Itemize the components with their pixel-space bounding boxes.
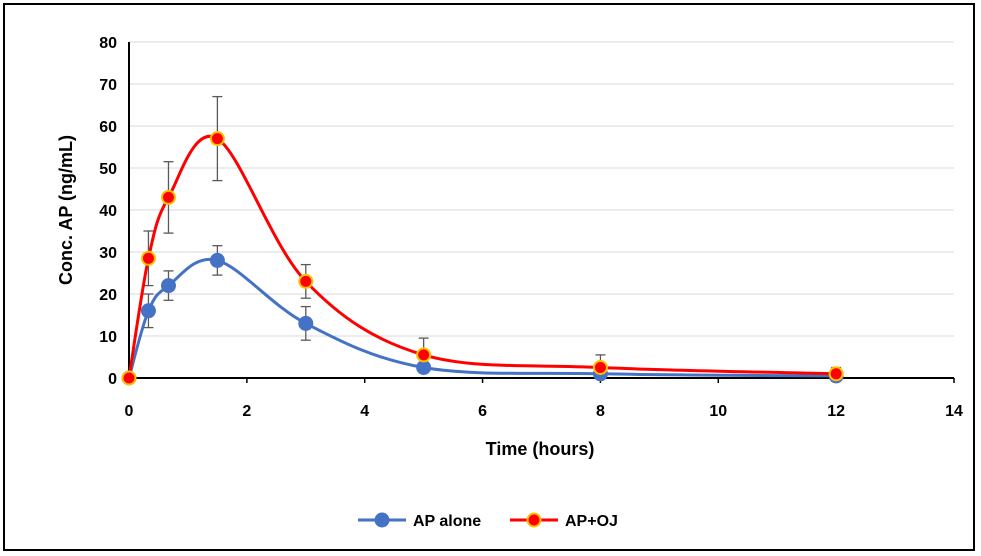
y-tick-label: 20 (99, 287, 117, 304)
y-tick-label: 30 (99, 245, 117, 262)
x-tick-label: 12 (827, 403, 845, 420)
y-tick-label: 50 (99, 161, 117, 178)
y-axis-title: Conc. AP (ng/mL) (56, 135, 76, 285)
data-point (592, 360, 608, 375)
x-tick-label: 6 (478, 403, 487, 420)
chart-frame (3, 3, 975, 551)
y-tick-label: 0 (108, 371, 117, 388)
series-lines (127, 134, 837, 379)
x-tick-label: 2 (242, 403, 251, 420)
gridlines (129, 41, 954, 337)
data-point (140, 250, 156, 266)
data-point (160, 189, 176, 205)
data-point (416, 347, 432, 363)
series-line-ap-oj (127, 134, 837, 379)
x-tick-label: 4 (360, 403, 369, 420)
data-point (209, 131, 225, 147)
legend-label: AP+OJ (565, 513, 618, 530)
data-point (298, 273, 314, 289)
legend-marker (374, 512, 390, 528)
y-tick-label: 80 (99, 35, 117, 52)
tick-labels: 0 10 20 30 40 50 60 70 80 0 2 4 6 8 10 12 14 (99, 35, 963, 420)
series-line-ap-alone (127, 257, 837, 379)
x-tick-label: 0 (125, 403, 134, 420)
x-tick-label: 10 (709, 403, 727, 420)
legend-label: AP alone (413, 513, 481, 530)
y-tick-label: 70 (99, 77, 117, 94)
x-tick-label: 8 (596, 403, 605, 420)
data-point (121, 370, 137, 386)
y-tick-label: 10 (99, 329, 117, 346)
data-point (416, 360, 432, 375)
axes (128, 42, 955, 383)
legend-marker (526, 512, 542, 528)
y-tick-label: 60 (99, 119, 117, 136)
x-tick-label: 14 (945, 403, 963, 420)
y-tick-label: 40 (99, 203, 117, 220)
x-axis-title: Time (hours) (486, 439, 595, 459)
legend: AP alone AP+OJ (358, 512, 618, 530)
data-point (828, 366, 844, 382)
data-markers (121, 131, 844, 386)
data-point (298, 315, 314, 331)
data-point (160, 278, 176, 294)
data-point (209, 252, 225, 268)
data-point (140, 303, 156, 319)
